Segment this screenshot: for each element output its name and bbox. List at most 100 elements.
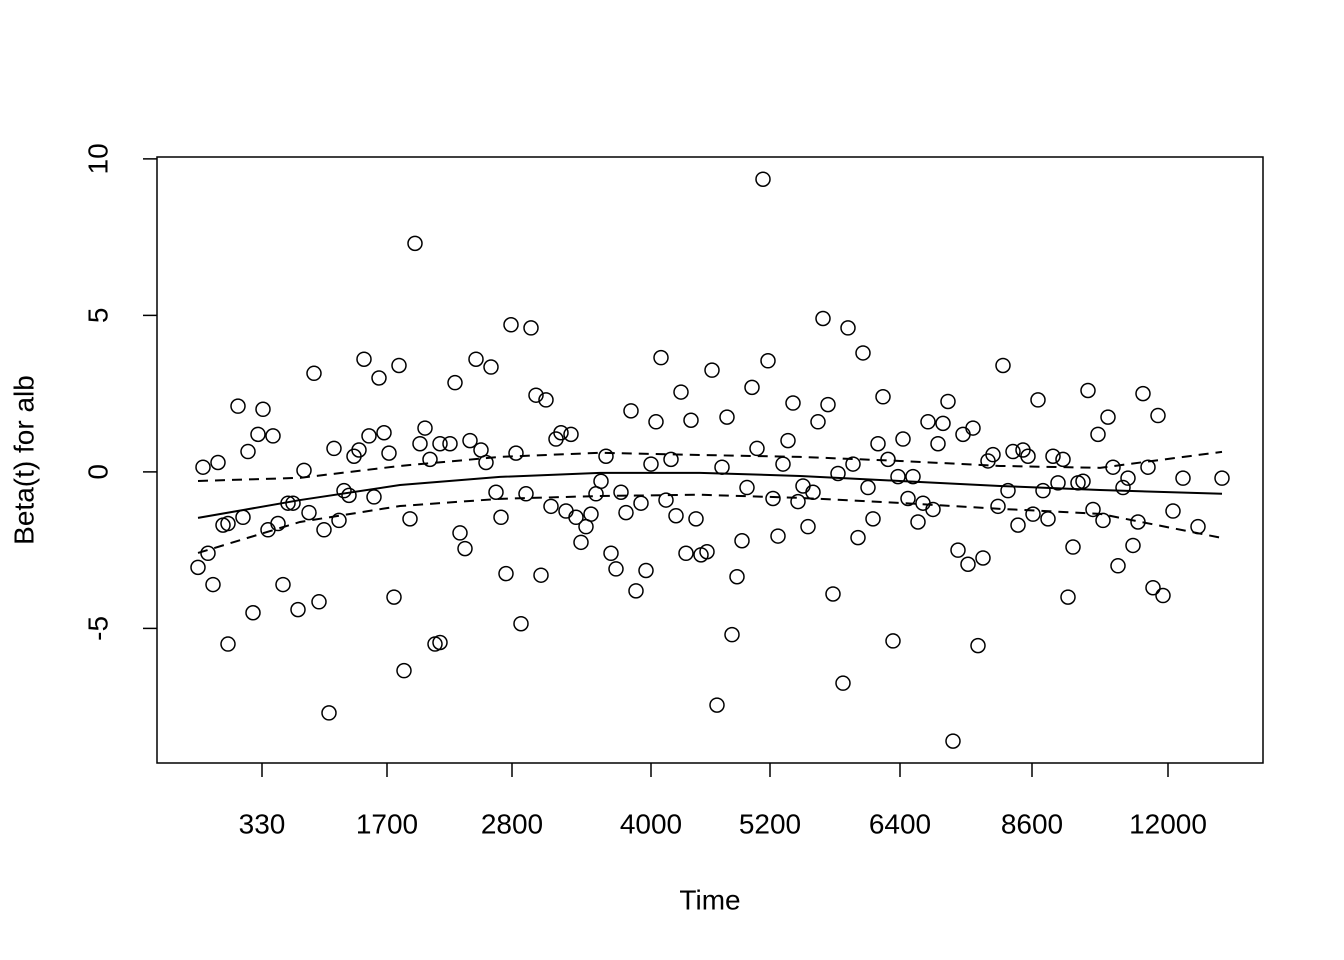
point — [1030, 392, 1046, 408]
point — [361, 428, 377, 444]
x-axis-label: Time — [679, 884, 740, 915]
point — [250, 426, 266, 443]
point — [835, 675, 851, 691]
point — [900, 490, 916, 507]
point — [830, 465, 846, 482]
point — [1060, 589, 1076, 605]
point — [990, 498, 1006, 515]
point — [1115, 479, 1131, 496]
point — [638, 562, 654, 579]
point — [190, 559, 206, 576]
point — [1065, 539, 1081, 555]
point — [478, 454, 494, 471]
point — [890, 468, 906, 485]
point — [381, 445, 397, 461]
point — [568, 509, 584, 526]
point — [780, 432, 796, 449]
point — [538, 392, 554, 408]
point — [840, 320, 856, 336]
point — [739, 479, 755, 496]
point — [618, 504, 634, 521]
point — [1055, 451, 1071, 468]
point — [275, 576, 291, 593]
confidence-band — [197, 493, 1223, 554]
point — [749, 440, 765, 457]
point — [628, 583, 644, 599]
point — [488, 484, 504, 500]
point — [608, 561, 624, 577]
point — [770, 528, 786, 544]
point — [633, 495, 649, 511]
point — [523, 320, 539, 336]
point — [412, 435, 428, 452]
point — [402, 511, 418, 527]
point — [1110, 558, 1126, 574]
fit-line — [197, 471, 1223, 519]
point — [442, 435, 458, 452]
point — [245, 605, 261, 621]
point — [351, 442, 367, 458]
point — [210, 454, 226, 471]
point — [326, 440, 342, 457]
point — [513, 615, 529, 632]
point — [658, 492, 674, 508]
point — [260, 522, 276, 538]
point — [945, 733, 961, 749]
point — [688, 511, 704, 527]
y-tick-label: 5 — [82, 308, 113, 324]
point — [729, 569, 745, 585]
point — [1000, 482, 1016, 499]
point — [1045, 448, 1061, 464]
point — [755, 171, 771, 187]
point — [518, 486, 534, 502]
point — [673, 384, 689, 400]
point — [975, 550, 991, 566]
point — [734, 533, 750, 549]
point — [235, 509, 251, 526]
point — [331, 512, 347, 529]
point — [296, 462, 312, 479]
point — [920, 414, 936, 430]
point — [719, 409, 735, 425]
point — [1035, 482, 1051, 499]
y-tick-label: 10 — [82, 143, 113, 174]
point — [985, 446, 1001, 463]
point — [583, 506, 599, 522]
point — [709, 697, 725, 713]
point — [1005, 443, 1021, 460]
point — [1214, 470, 1230, 486]
point — [386, 589, 402, 605]
point — [678, 545, 694, 562]
point — [825, 586, 841, 602]
point — [1010, 517, 1026, 533]
point — [820, 396, 836, 413]
point — [935, 415, 951, 432]
point — [960, 556, 976, 572]
point — [1155, 587, 1171, 604]
point — [965, 420, 981, 436]
point — [955, 426, 971, 443]
point — [558, 503, 574, 519]
point — [1140, 459, 1156, 475]
point — [1165, 503, 1181, 519]
point — [724, 626, 740, 643]
point — [321, 705, 337, 721]
point — [613, 484, 629, 500]
point — [855, 345, 871, 361]
point — [493, 509, 509, 526]
point — [1100, 409, 1116, 425]
point — [795, 478, 811, 494]
point — [468, 351, 484, 367]
point — [850, 529, 866, 546]
point — [760, 353, 776, 369]
point — [447, 374, 463, 391]
point — [200, 545, 216, 562]
point — [376, 425, 392, 441]
point — [573, 534, 589, 551]
point — [498, 565, 514, 582]
point — [432, 634, 448, 651]
x-tick-label: 330 — [239, 808, 286, 839]
point — [1130, 514, 1146, 530]
point — [483, 359, 499, 375]
point — [391, 357, 407, 374]
